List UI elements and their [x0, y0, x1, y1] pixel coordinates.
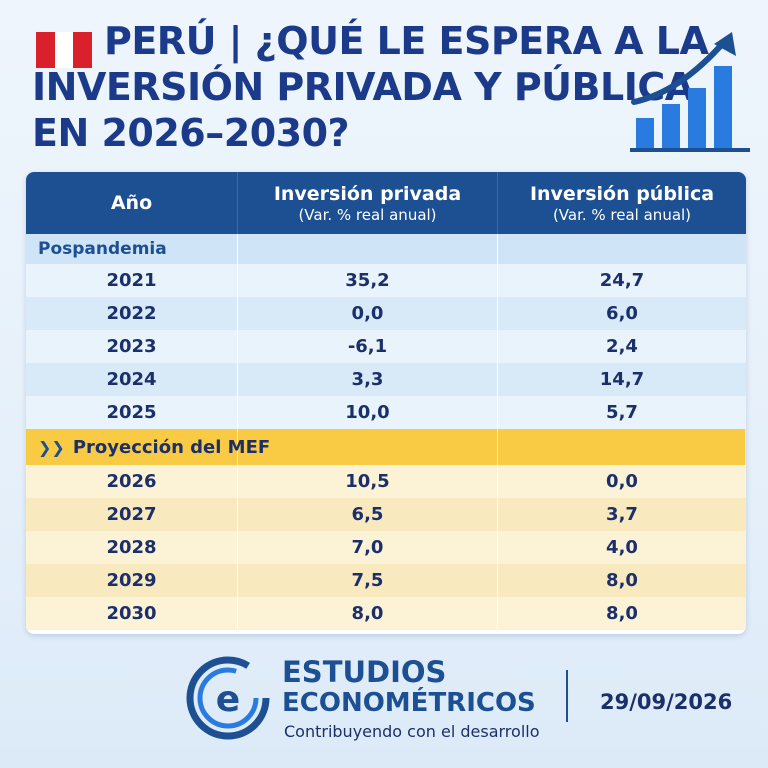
year-cell: 2024	[26, 363, 238, 396]
year-cell: 2028	[26, 531, 238, 564]
public-cell: 5,7	[606, 402, 638, 423]
private-cell: 6,5	[238, 498, 498, 531]
svg-text:e: e	[216, 679, 240, 720]
brand-tagline: Contribuyendo con el desarrollo	[284, 722, 540, 741]
table-row: 2021 35,2 24,7	[26, 264, 746, 297]
table-row: 2028 7,0 4,0	[26, 531, 746, 564]
column-header-private: Inversión privada (Var. % real anual)	[238, 172, 498, 234]
year-cell: 2026	[26, 465, 238, 498]
year-cell: 2022	[26, 297, 238, 330]
public-cell: 0,0	[606, 471, 638, 492]
private-cell: -6,1	[238, 330, 498, 363]
private-cell: 35,2	[238, 264, 498, 297]
year-cell: 2023	[26, 330, 238, 363]
estudios-econometricos-e-logo: e	[186, 656, 270, 740]
section-label: Proyección del MEF	[72, 436, 271, 458]
table-row: 2027 6,5 3,7	[26, 498, 746, 531]
header: PERÚ | ¿QUÉ LE ESPERA A LA INVERSIÓN PRI…	[32, 18, 709, 156]
footer-divider	[566, 670, 568, 722]
investment-table: Año Inversión privada (Var. % real anual…	[26, 172, 746, 634]
brand-name-line1: ESTUDIOS	[282, 655, 447, 689]
section-pospandemia: Pospandemia	[26, 234, 746, 264]
section-blank	[238, 234, 498, 264]
bar-chart-growth-icon	[630, 32, 750, 152]
year-cell: 2025	[26, 396, 238, 429]
column-header-year: Año	[26, 172, 238, 234]
public-cell: 4,0	[606, 537, 638, 558]
title-line-3: EN 2026–2030?	[32, 111, 350, 155]
table-row: 2025 10,0 5,7	[26, 396, 746, 429]
footer: e ESTUDIOS ECONOMÉTRICOS Contribuyendo c…	[0, 650, 768, 768]
year-cell: 2029	[26, 564, 238, 597]
table-row: 2026 10,5 0,0	[26, 465, 746, 498]
year-cell: 2021	[26, 264, 238, 297]
section-proyeccion: ❯❯ Proyección del MEF	[26, 429, 746, 465]
title-line-1: PERÚ | ¿QUÉ LE ESPERA A LA	[104, 19, 709, 63]
private-cell: 10,5	[238, 465, 498, 498]
private-cell: 3,3	[238, 363, 498, 396]
brand-name-line2: ECONOMÉTRICOS	[282, 688, 536, 718]
public-cell: 3,7	[606, 504, 638, 525]
table-row: 2024 3,3 14,7	[26, 363, 746, 396]
title-line-2: INVERSIÓN PRIVADA Y PÚBLICA	[32, 65, 694, 109]
column-public-subtitle: (Var. % real anual)	[552, 205, 692, 224]
private-cell: 7,5	[238, 564, 498, 597]
section-blank	[238, 429, 498, 465]
table-row: 2022 0,0 6,0	[26, 297, 746, 330]
public-cell: 8,0	[606, 603, 638, 624]
private-cell: 10,0	[238, 396, 498, 429]
section-blank	[498, 234, 746, 264]
public-cell: 14,7	[599, 369, 645, 390]
section-label-wrap: ❯❯ Proyección del MEF	[26, 429, 270, 465]
column-public-title: Inversión pública	[529, 182, 715, 205]
table-row: 2030 8,0 8,0	[26, 597, 746, 630]
public-cell: 2,4	[606, 336, 638, 357]
double-chevron-right-icon: ❯❯	[38, 437, 65, 457]
table-header: Año Inversión privada (Var. % real anual…	[26, 172, 746, 234]
section-blank	[498, 429, 746, 465]
public-cell: 6,0	[606, 303, 638, 324]
column-header-public: Inversión pública (Var. % real anual)	[498, 172, 746, 234]
column-private-subtitle: (Var. % real anual)	[298, 205, 437, 224]
public-cell: 24,7	[599, 270, 645, 291]
table-row: 2029 7,5 8,0	[26, 564, 746, 597]
public-cell: 8,0	[606, 570, 638, 591]
column-year-title: Año	[110, 192, 153, 214]
year-cell: 2027	[26, 498, 238, 531]
publication-date: 29/09/2026	[600, 690, 733, 714]
column-private-title: Inversión privada	[273, 182, 462, 205]
private-cell: 7,0	[238, 531, 498, 564]
peru-flag-icon	[36, 32, 93, 68]
private-cell: 0,0	[238, 297, 498, 330]
table-row: 2023 -6,1 2,4	[26, 330, 746, 363]
year-cell: 2030	[26, 597, 238, 630]
section-label: Pospandemia	[26, 234, 238, 264]
private-cell: 8,0	[238, 597, 498, 630]
